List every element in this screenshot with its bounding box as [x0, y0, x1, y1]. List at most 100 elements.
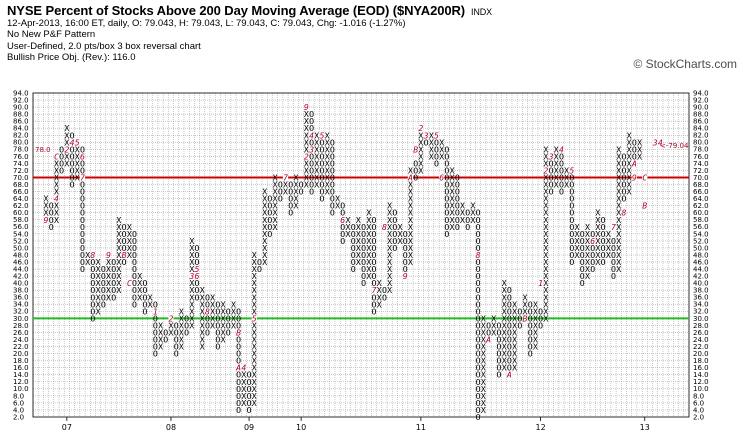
x-box: X	[116, 229, 121, 239]
x-box: X	[450, 222, 455, 232]
x-box: X	[616, 173, 621, 183]
o-box: O	[580, 236, 585, 246]
month-mark-bg	[121, 251, 127, 259]
month-mark: 6	[439, 173, 444, 183]
month-mark-bg	[303, 152, 309, 160]
o-box: O	[549, 158, 554, 168]
o-box: O	[319, 194, 324, 204]
o-box: O	[236, 349, 241, 359]
x-box: X	[408, 215, 413, 225]
o-box: O	[496, 327, 501, 337]
x-box: X	[200, 327, 205, 337]
objective-line: Bullish Price Obj. (Rev.): 116.0	[7, 52, 136, 64]
x-box: X	[116, 236, 121, 246]
x-box: X	[408, 250, 413, 260]
x-box: X	[200, 313, 205, 323]
o-box: O	[215, 327, 220, 337]
o-box: O	[70, 151, 75, 161]
o-box: O	[476, 292, 481, 302]
x-box: X	[481, 335, 486, 345]
y-tick-label-right: 76.0	[693, 153, 709, 161]
x-box: X	[377, 285, 382, 295]
o-box: O	[80, 180, 85, 190]
x-box: X	[252, 306, 257, 316]
o-box: O	[611, 264, 616, 274]
x-box: X	[408, 165, 413, 175]
o-box: O	[528, 299, 533, 309]
x-box: X	[366, 208, 371, 218]
o-box: O	[528, 335, 533, 345]
x-box: X	[96, 278, 101, 288]
x-box: X	[356, 243, 361, 253]
o-box: O	[476, 299, 481, 309]
x-box: X	[543, 180, 548, 190]
x-box: X	[252, 342, 257, 352]
x-box: X	[85, 257, 90, 267]
o-box: O	[611, 236, 616, 246]
x-box: X	[481, 391, 486, 401]
o-box: O	[601, 215, 606, 225]
x-box: X	[408, 201, 413, 211]
o-box: O	[236, 398, 241, 408]
x-box: X	[54, 215, 59, 225]
o-box: O	[455, 173, 460, 183]
o-box: O	[319, 144, 324, 154]
x-box: X	[366, 250, 371, 260]
y-tick-label-left: 50.0	[13, 244, 29, 252]
o-box: O	[632, 137, 637, 147]
x-box: X	[512, 313, 517, 323]
x-box: X	[418, 130, 423, 140]
x-box: X	[137, 292, 142, 302]
x-box: X	[189, 320, 194, 330]
o-box: O	[132, 243, 137, 253]
y-tick-label-right: 84.0	[693, 125, 709, 133]
o-box: O	[215, 335, 220, 345]
month-mark: 2	[304, 151, 309, 161]
x-box: X	[64, 130, 69, 140]
x-box: X	[241, 391, 246, 401]
o-box: O	[392, 215, 397, 225]
x-box: X	[189, 285, 194, 295]
x-box: X	[585, 229, 590, 239]
x-box: X	[460, 215, 465, 225]
x-box: X	[595, 208, 600, 218]
x-box: X	[189, 264, 194, 274]
month-mark: 6	[80, 151, 85, 161]
x-box: X	[64, 137, 69, 147]
o-box: O	[111, 285, 116, 295]
o-box: O	[309, 187, 314, 197]
o-box: O	[174, 327, 179, 337]
o-box: O	[80, 243, 85, 253]
month-mark-bg	[381, 223, 388, 231]
chart-title: NYSE Percent of Stocks Above 200 Day Mov…	[7, 3, 737, 18]
o-box: O	[372, 229, 377, 239]
x-box: X	[429, 130, 434, 140]
o-box: O	[299, 180, 304, 190]
x-box: X	[543, 313, 548, 323]
o-box: O	[330, 158, 335, 168]
x-box: X	[408, 257, 413, 267]
month-mark-bg	[543, 166, 549, 174]
month-mark: 9	[106, 250, 111, 260]
x-box: X	[585, 222, 590, 232]
o-box: O	[319, 151, 324, 161]
x-box: X	[502, 342, 507, 352]
y-tick-label-left: 32.0	[13, 308, 29, 316]
x-box: X	[377, 278, 382, 288]
o-box: O	[309, 180, 314, 190]
o-box: O	[476, 384, 481, 394]
y-tick-label-right: 46.0	[693, 258, 709, 266]
x-box: X	[54, 201, 59, 211]
x-box: X	[106, 257, 111, 267]
o-box: O	[528, 327, 533, 337]
x-box: X	[387, 250, 392, 260]
o-box: O	[476, 257, 481, 267]
o-box: O	[351, 250, 356, 260]
y-tick-label-right: 86.0	[693, 118, 709, 126]
o-box: O	[632, 144, 637, 154]
x-box: X	[314, 151, 319, 161]
x-box: X	[158, 320, 163, 330]
o-box: O	[340, 201, 345, 211]
y-tick-label-left: 2.0	[13, 413, 24, 421]
o-box: O	[507, 285, 512, 295]
